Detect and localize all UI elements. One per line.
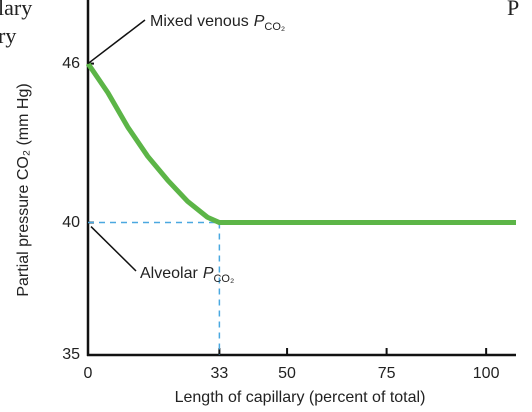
annotation-subscript: CO₂ (264, 21, 285, 33)
x-tick-label: 100 (473, 365, 500, 382)
y-tick-label: 40 (62, 214, 80, 231)
annotation-symbol: P (203, 265, 214, 282)
annotation-text: Mixed venous (150, 13, 249, 30)
annotation-text: Alveolar (140, 265, 198, 282)
annotation-leader (90, 226, 137, 272)
x-axis-label: Length of capillary (percent of total) (175, 389, 426, 406)
cropped-text: P (507, 0, 519, 20)
x-tick-label: 33 (210, 365, 228, 382)
annotation: Mixed venous PCO₂ (150, 13, 285, 33)
cropped-text: lary (0, 0, 32, 20)
annotation-symbol: P (254, 13, 265, 30)
y-axis-label: Partial pressure CO₂ (mm Hg) (15, 83, 32, 296)
x-tick-label: 50 (278, 365, 296, 382)
annotation: Alveolar PCO₂ (140, 265, 234, 285)
cropped-text: ry (0, 23, 16, 48)
data-line (85, 62, 516, 226)
y-tick-label: 46 (62, 55, 80, 72)
x-tick-label: 0 (84, 365, 93, 382)
y-tick-label: 35 (62, 346, 80, 363)
annotation-leader (87, 19, 146, 65)
annotation-subscript: CO₂ (213, 273, 234, 285)
x-tick-label: 75 (378, 365, 396, 382)
